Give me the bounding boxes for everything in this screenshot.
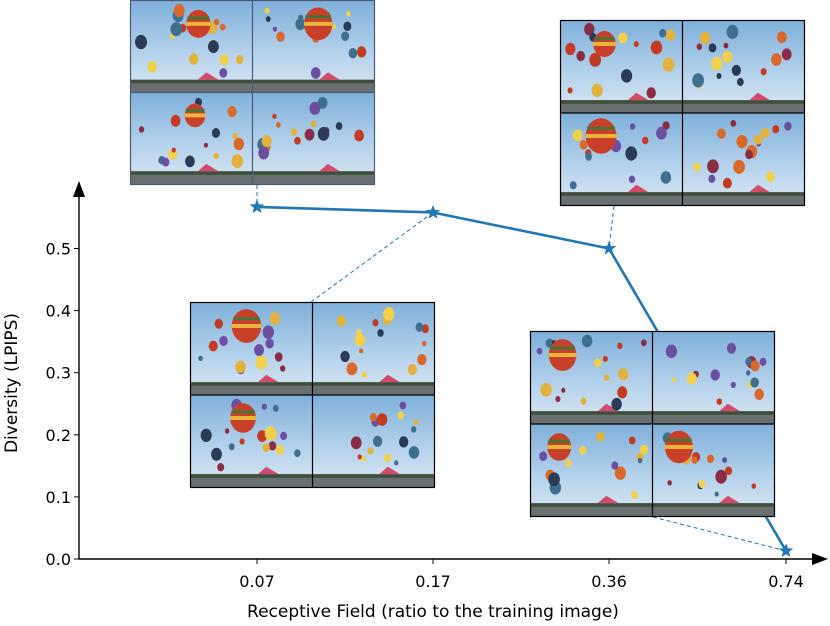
connector-lines — [256, 185, 787, 552]
x-axis-title: Receptive Field (ratio to the training i… — [247, 602, 619, 622]
inset-thumbnail — [129, 0, 376, 186]
y-axis-arrow — [73, 181, 85, 197]
y-tick-label: 0.4 — [46, 302, 71, 321]
thumbnail-panel — [652, 332, 774, 424]
data-point-marker — [425, 204, 441, 219]
y-tick-label: 0.1 — [46, 488, 71, 507]
thumbnail-panel — [652, 424, 774, 516]
thumbnail-panel — [682, 113, 804, 205]
inset-thumbnails — [129, 0, 806, 518]
data-point-marker — [249, 199, 265, 214]
connector-line — [310, 212, 434, 303]
thumbnail-panel — [531, 332, 653, 424]
thumbnail-panel — [191, 303, 313, 395]
inset-thumbnail — [189, 301, 436, 489]
y-tick-label: 0.5 — [46, 240, 71, 259]
connector-line — [652, 516, 787, 552]
thumbnail-panel — [682, 21, 804, 113]
connector-line — [608, 205, 615, 249]
thumbnail-panel — [312, 303, 434, 395]
axes — [73, 181, 828, 565]
x-tick-label: 0.74 — [768, 572, 804, 591]
data-point-marker — [778, 543, 794, 558]
thumbnail-panel — [561, 21, 683, 113]
inset-thumbnail — [559, 19, 806, 207]
y-tick-label: 0.0 — [46, 550, 71, 569]
x-tick-label: 0.07 — [239, 572, 275, 591]
thumbnail-panel — [252, 92, 374, 184]
data-point-marker — [601, 240, 617, 255]
x-tick-label: 0.17 — [415, 572, 451, 591]
thumbnail-panel — [312, 395, 434, 487]
y-tick-label: 0.2 — [46, 426, 71, 445]
thumbnail-panel — [561, 113, 683, 205]
y-axis-title: Diversity (LPIPS) — [2, 313, 22, 453]
thumbnail-panel — [131, 1, 253, 93]
inset-thumbnail — [529, 330, 776, 518]
thumbnail-panel — [191, 395, 313, 487]
tick-labels: 0.0 0.1 0.2 0.3 0.4 0.5 0.07 0.17 0.36 0.74 — [46, 240, 804, 592]
thumbnail-panel — [252, 1, 374, 93]
y-tick-label: 0.3 — [46, 364, 71, 383]
thumbnail-panel — [131, 92, 253, 184]
thumbnail-panel — [531, 424, 653, 516]
x-axis-arrow — [812, 553, 828, 565]
x-tick-label: 0.36 — [591, 572, 627, 591]
